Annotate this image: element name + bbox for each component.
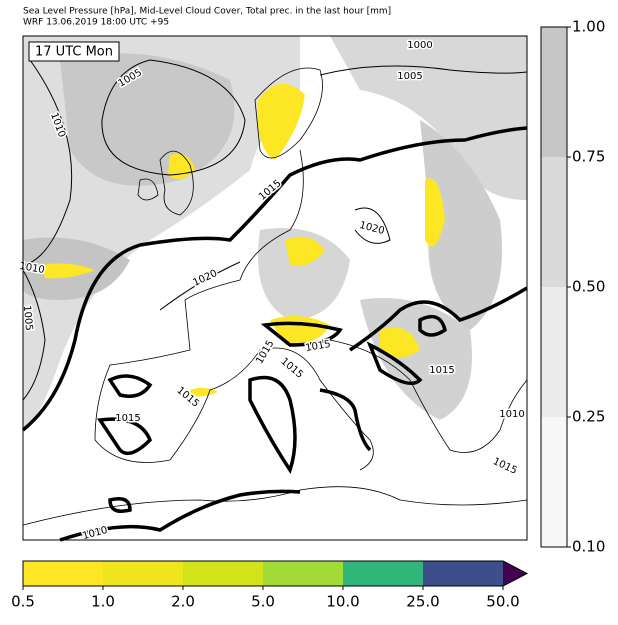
contour-label: 1000 (407, 40, 432, 51)
isobars-thick (21, 126, 528, 542)
isobars-thin (22, 59, 528, 401)
contour-label: 1010 (499, 409, 524, 420)
colorbar-tick-label: 0.5 (11, 593, 35, 611)
colorbar-tick-label: 0.75 (572, 148, 605, 166)
colorbar-segment (541, 27, 567, 157)
colorbar-tick-label: 5.0 (251, 593, 275, 611)
colorbar-segment (263, 561, 344, 586)
colorbar-tick-label: 1.0 (91, 593, 115, 611)
colorbar-segment (23, 561, 104, 586)
coastlines (22, 67, 528, 526)
header-line2: WRF 13.06.2019 18:00 UTC +95 (23, 18, 169, 28)
contour-label: 1015 (115, 413, 140, 424)
colorbar-segment (541, 287, 567, 417)
colorbar-tick-label: 0.50 (572, 278, 605, 296)
map-frame (22, 35, 528, 541)
colorbar-tick-label: 25.0 (406, 593, 439, 611)
cloud-colorbar: 0.10 0.25 0.50 0.75 1.00 (540, 18, 605, 556)
colorbar-tick-label: 2.0 (171, 593, 195, 611)
colorbar-extend (503, 561, 527, 586)
colorbar-segment (343, 561, 424, 586)
time-label: 17 UTC Mon (35, 45, 113, 60)
precip-areas (40, 83, 445, 397)
contour-label: 1015 (429, 365, 454, 376)
colorbar-tick-label: 10.0 (326, 593, 359, 611)
colorbar-tick-label: 0.25 (572, 408, 605, 426)
colorbar-tick-label: 1.00 (572, 18, 605, 36)
colorbar-tick-label: 50.0 (486, 593, 519, 611)
precip-colorbar: 0.5 1.0 2.0 5.0 10.0 25.0 50.0 (11, 560, 529, 611)
time-box (28, 41, 120, 62)
colorbar-segment (423, 561, 504, 586)
map: 1005101010001005101510201010100510201015… (17, 35, 528, 544)
colorbar-segment (103, 561, 184, 586)
colorbar-frame (22, 560, 529, 587)
colorbar-segment (183, 561, 264, 586)
colorbar-tick-label: 0.10 (572, 538, 605, 556)
contour-label: 1005 (397, 71, 422, 82)
colorbar-segment (541, 157, 567, 287)
colorbar-segment (541, 417, 567, 547)
header-line1: Sea Level Pressure [hPa], Mid-Level Clou… (23, 7, 391, 17)
